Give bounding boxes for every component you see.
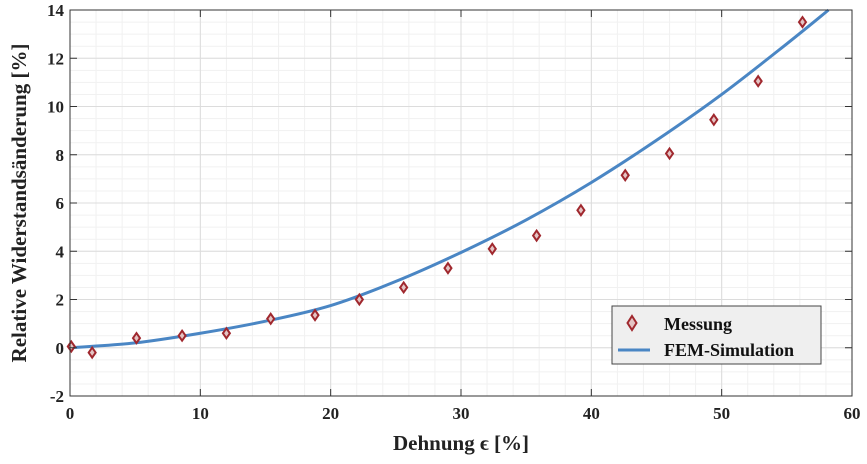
messung-point (664, 146, 675, 161)
legend: Messung FEM-Simulation (611, 305, 822, 365)
messung-point (797, 15, 808, 29)
messung-point (487, 242, 498, 256)
x-tick-label: 60 (844, 404, 861, 423)
y-axis-label: Relative Widerstandsänderung [%] (7, 44, 31, 363)
y-tick-label: 4 (56, 242, 65, 261)
y-tick-label: 6 (56, 194, 65, 213)
y-tick-label: 10 (47, 98, 64, 117)
messung-point (620, 168, 630, 182)
y-tick-label: 8 (56, 146, 65, 165)
messung-point (265, 312, 276, 326)
x-tick-label: 0 (66, 404, 75, 423)
messung-point (221, 326, 232, 341)
messung-point (310, 308, 320, 322)
legend-marker-messung (626, 314, 638, 332)
x-tick-labels: 0 10 20 30 40 50 60 (66, 404, 861, 423)
y-tick-label: 14 (47, 1, 65, 20)
messung-point (531, 228, 542, 243)
messung-point (443, 261, 453, 275)
tick-marks (69, 9, 853, 397)
x-tick-label: 50 (713, 404, 730, 423)
legend-label-messung: Messung (664, 314, 732, 334)
legend-box (611, 305, 822, 365)
messung-point (131, 331, 142, 345)
x-tick-label: 10 (192, 404, 209, 423)
x-tick-label: 40 (583, 404, 600, 423)
messung-point (709, 113, 719, 127)
y-tick-labels: -2 0 2 4 6 8 10 12 14 (47, 1, 65, 406)
y-tick-label: -2 (50, 387, 64, 406)
x-tick-label: 30 (453, 404, 470, 423)
y-tick-label: 12 (47, 49, 64, 68)
messung-point (576, 203, 586, 217)
x-tick-label: 20 (322, 404, 339, 423)
x-axis-label: Dehnung ϵ [%] (393, 431, 529, 455)
y-tick-label: 2 (56, 291, 65, 310)
messung-point (753, 74, 763, 88)
series-layer (66, 8, 830, 360)
messung-point (354, 292, 365, 307)
y-tick-label: 0 (56, 339, 65, 358)
messung-point (398, 280, 409, 295)
messung-point (177, 328, 187, 343)
messung-point (87, 345, 97, 360)
fem-simulation-line (69, 8, 830, 350)
legend-label-fem-simulation: FEM-Simulation (664, 340, 794, 360)
